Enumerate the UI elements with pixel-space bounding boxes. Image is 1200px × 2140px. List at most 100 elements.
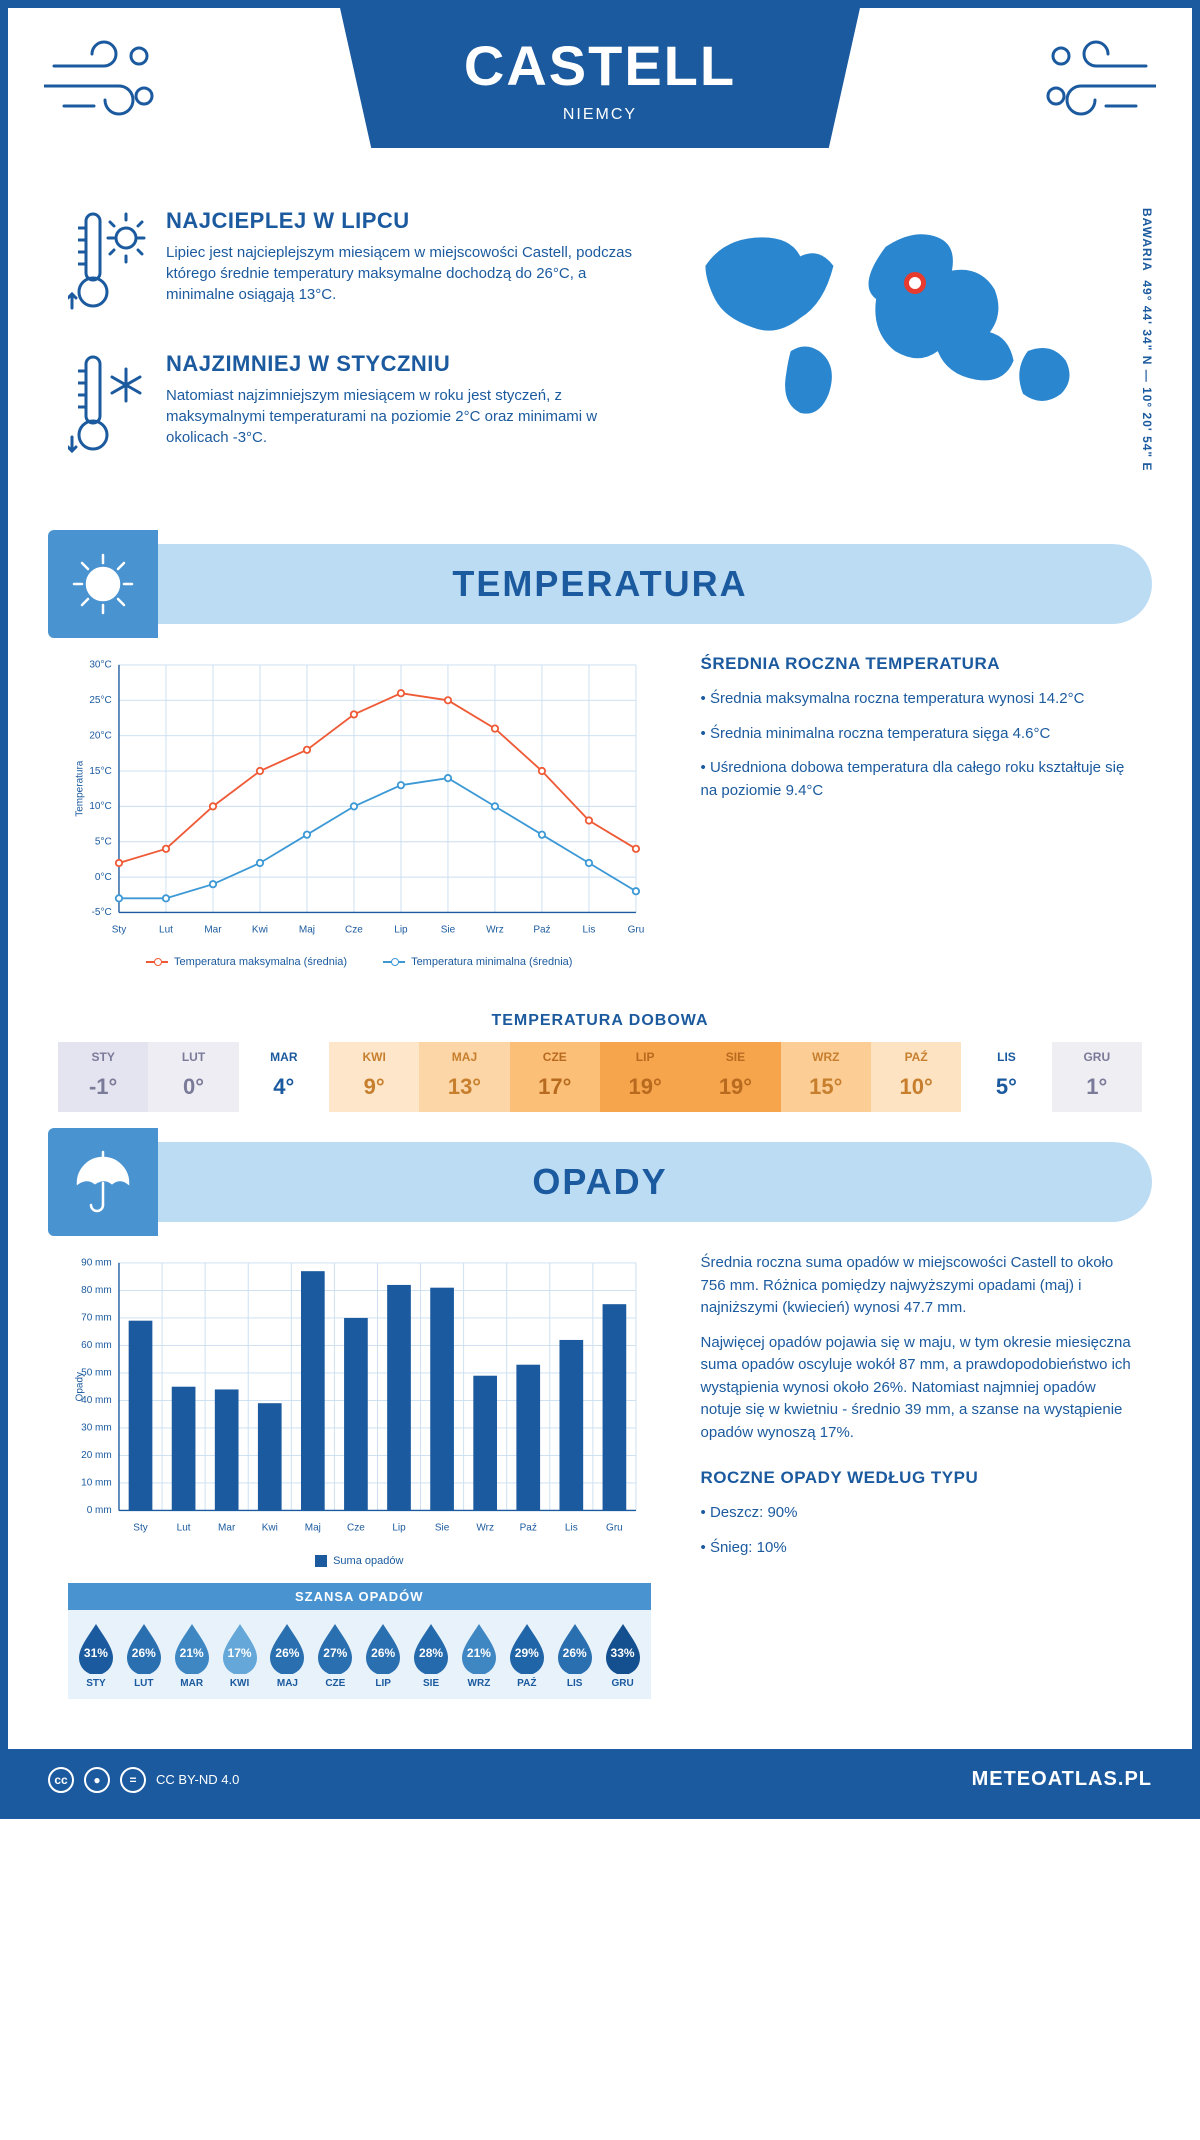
svg-text:Sie: Sie [435,1523,450,1534]
svg-text:Wrz: Wrz [476,1523,494,1534]
daily-temp-cell: MAR4° [239,1042,329,1112]
precip-section-header: OPADY [48,1142,1152,1222]
daily-temp-cell: LIP19° [600,1042,690,1112]
temp-stat-item: Średnia minimalna roczna temperatura się… [701,723,1132,746]
coordinates: BAWARIA 49° 44' 34" N — 10° 20' 54" E [1140,208,1154,471]
svg-text:Cze: Cze [345,925,363,936]
svg-text:40 mm: 40 mm [81,1395,112,1406]
header: CASTELL NIEMCY [8,8,1192,188]
precip-title: OPADY [532,1161,667,1203]
page-frame: CASTELL NIEMCY [0,0,1200,1819]
hot-month-block: NAJCIEPLEJ W LIPCU Lipiec jest najcieple… [68,208,637,323]
title-banner: CASTELL NIEMCY [340,8,860,148]
temperature-line-chart: -5°C0°C5°C10°C15°C20°C25°C30°CTemperatur… [68,654,651,950]
svg-text:25°C: 25°C [89,695,111,706]
by-icon: ● [84,1767,110,1793]
precip-text-2: Najwięcej opadów pojawia się w maju, w t… [701,1332,1132,1445]
svg-text:Sie: Sie [441,925,456,936]
precip-legend: Suma opadów [68,1555,651,1567]
svg-text:Temperatura: Temperatura [75,760,86,817]
precip-chance-cell: 26%LUT [120,1622,168,1689]
location-title: CASTELL [340,33,860,98]
svg-text:15°C: 15°C [89,766,111,777]
svg-text:80 mm: 80 mm [81,1285,112,1296]
svg-text:Mar: Mar [204,925,222,936]
thermometer-snow-icon [68,351,148,466]
svg-text:5°C: 5°C [95,836,112,847]
footer: cc ● = CC BY-ND 4.0 METEOATLAS.PL [8,1749,1192,1811]
svg-text:Sty: Sty [133,1523,147,1534]
hot-month-text: Lipiec jest najcieplejszym miesiącem w m… [166,242,637,305]
precip-chance-title: SZANSA OPADÓW [68,1583,651,1610]
svg-text:Gru: Gru [606,1523,623,1534]
precip-chance-cell: 26%LIS [551,1622,599,1689]
temperature-content: -5°C0°C5°C10°C15°C20°C25°C30°CTemperatur… [8,654,1192,988]
world-map [677,208,1132,428]
precip-type-item: Deszcz: 90% [701,1502,1132,1525]
nd-icon: = [120,1767,146,1793]
svg-text:0 mm: 0 mm [87,1505,112,1516]
svg-text:Sty: Sty [112,925,126,936]
temperature-legend: Temperatura maksymalna (średnia) Tempera… [68,956,651,968]
precip-chance-cell: 28%SIE [407,1622,455,1689]
precip-chance-cell: 21%WRZ [455,1622,503,1689]
temp-stat-item: Średnia maksymalna roczna temperatura wy… [701,688,1132,711]
thermometer-sun-icon [68,208,148,323]
svg-text:Lis: Lis [583,925,596,936]
daily-temp-cell: MAJ13° [419,1042,509,1112]
svg-text:0°C: 0°C [95,872,112,883]
wind-decoration-icon [1036,36,1156,126]
svg-text:Lut: Lut [177,1523,191,1534]
daily-temp-cell: WRZ15° [781,1042,871,1112]
hot-month-title: NAJCIEPLEJ W LIPCU [166,208,637,234]
precip-chance-cell: 26%MAJ [264,1622,312,1689]
svg-text:Lut: Lut [159,925,173,936]
svg-text:70 mm: 70 mm [81,1313,112,1324]
precip-chance-cell: 33%GRU [599,1622,647,1689]
cold-month-title: NAJZIMNIEJ W STYCZNIU [166,351,637,377]
daily-temp-cell: SIE19° [690,1042,780,1112]
brand: METEOATLAS.PL [972,1768,1152,1791]
sun-icon [48,530,158,638]
svg-text:50 mm: 50 mm [81,1368,112,1379]
svg-text:90 mm: 90 mm [81,1258,112,1269]
cold-month-text: Natomiast najzimniejszym miesiącem w rok… [166,385,637,448]
umbrella-icon [48,1128,158,1236]
precip-chance-cell: 27%CZE [311,1622,359,1689]
precip-text-1: Średnia roczna suma opadów w miejscowośc… [701,1252,1132,1320]
svg-text:Lip: Lip [392,1523,406,1534]
precip-chance-block: SZANSA OPADÓW 31%STY26%LUT21%MAR17%KWI26… [68,1583,651,1699]
svg-text:Mar: Mar [218,1523,236,1534]
daily-temp-cell: LIS5° [961,1042,1051,1112]
svg-text:Opady: Opady [75,1372,86,1401]
precip-type-list: Deszcz: 90% Śnieg: 10% [701,1502,1132,1559]
daily-temp-cell: PAŹ10° [871,1042,961,1112]
daily-temp-cell: GRU1° [1052,1042,1142,1112]
intro-section: NAJCIEPLEJ W LIPCU Lipiec jest najcieple… [8,188,1192,524]
temp-stats-list: Średnia maksymalna roczna temperatura wy… [701,688,1132,802]
daily-temp-cell: KWI9° [329,1042,419,1112]
svg-text:Paź: Paź [520,1523,537,1534]
svg-text:Kwi: Kwi [252,925,268,936]
precip-content: 0 mm10 mm20 mm30 mm40 mm50 mm60 mm70 mm8… [8,1252,1192,1718]
precip-type-item: Śnieg: 10% [701,1537,1132,1560]
svg-text:Maj: Maj [305,1523,321,1534]
daily-temp-cell: LUT0° [148,1042,238,1112]
precip-type-title: ROCZNE OPADY WEDŁUG TYPU [701,1468,1132,1488]
svg-text:60 mm: 60 mm [81,1340,112,1351]
svg-text:Lip: Lip [394,925,408,936]
temp-stat-item: Uśredniona dobowa temperatura dla całego… [701,757,1132,802]
daily-temp-row: STY-1°LUT0°MAR4°KWI9°MAJ13°CZE17°LIP19°S… [58,1042,1142,1112]
precip-chance-cell: 17%KWI [216,1622,264,1689]
svg-text:Paź: Paź [533,925,550,936]
temperature-section-header: TEMPERATURA [48,544,1152,624]
svg-text:Kwi: Kwi [262,1523,278,1534]
svg-text:Maj: Maj [299,925,315,936]
temperature-title: TEMPERATURA [452,563,747,605]
svg-text:30 mm: 30 mm [81,1423,112,1434]
svg-text:-5°C: -5°C [92,907,112,918]
temp-stats-title: ŚREDNIA ROCZNA TEMPERATURA [701,654,1132,674]
daily-temp-title: TEMPERATURA DOBOWA [8,1012,1192,1030]
svg-text:Gru: Gru [628,925,645,936]
svg-text:20 mm: 20 mm [81,1450,112,1461]
